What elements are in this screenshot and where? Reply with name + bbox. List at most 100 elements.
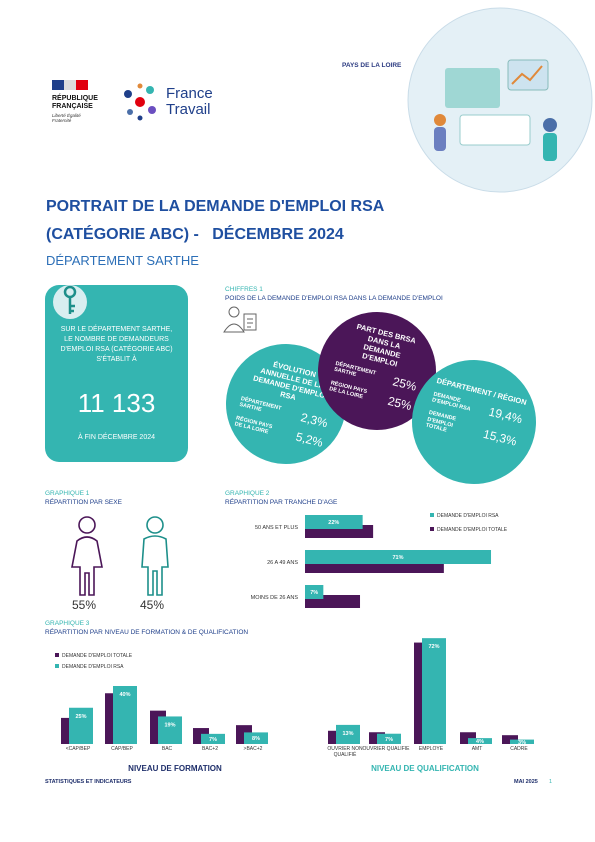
row-label: RÉGION PAYS DE LA LOIRE [233,414,274,436]
category-label: BAC+2 [202,746,218,752]
logo-dot [137,83,143,89]
flag-blue [52,80,64,90]
bar [460,732,476,744]
category-label-box: <CAP/BEP [65,746,91,752]
legend-swatch [55,664,59,668]
logo-dot [148,106,156,114]
category-label: BAC [161,746,173,752]
illustration-person [434,114,446,126]
women-share: 55% [72,598,97,612]
category-label: <CAP/BEP [65,746,91,752]
category-label-box: OUVRIER QUALIFIÉ [362,746,410,752]
bar [510,739,534,744]
category-label: AMT [471,746,483,752]
logo-dot [127,109,133,115]
age-chart: 50 ANS ET PLUS 26 A 49 ANS MOINS DE 26 ANS… [251,513,508,608]
value-label: 71% [393,555,404,561]
category-label: EMPLOYÉ [418,746,444,752]
logo-dot [137,115,143,121]
category-label: OUVRIER NON QUALIFIÉ [327,746,363,758]
sexe-icons [71,516,169,596]
category-label: 26 A 49 ANS [267,560,298,566]
value-label: 22% [328,520,339,526]
value-label: 72% [428,644,439,650]
value-label: 7% [209,737,217,743]
illustration-screen [507,59,549,91]
chiffres-icon [223,306,257,333]
formation-chart: 25% 40% 19% 7% 8% <CAP/BEP CAP/BEP BAC BAC+2 >BAC… [55,653,268,773]
row-label: DEMANDE D'EMPLOI TOTALE [425,409,457,434]
key-figure-text: SUR LE DÉPARTEMENT SARTHE, LE NOMBRE DE … [60,326,173,363]
category-label-box: CAP/BEP [111,746,133,752]
row-value: 19,4% [487,404,524,427]
category-label-box: OUVRIER NON QUALIFIÉ [327,746,363,758]
bar [305,550,492,564]
bar [201,733,225,744]
value-label: 25% [75,714,86,720]
chart-title: RÉPARTITION PAR NIVEAU DE FORMATION & DE… [45,629,249,636]
category-label: >BAC+2 [243,746,263,752]
sexe-title: RÉPARTITION PAR SEXE [45,499,122,506]
category-label: CAP/BEP [111,746,133,752]
footer-page: 1 [549,779,553,785]
bar [158,716,182,744]
icon-head [228,306,240,318]
illustration-line [511,65,543,85]
devise: Liberté Égalité Fraternité [52,113,81,123]
marianne-logo [52,80,88,90]
footer-left: STATISTIQUES ET INDICATEURS [45,779,132,785]
row-value: 15,3% [481,426,519,449]
row-value: 5,2% [294,429,325,450]
row-label: RÉGION PAYS DE LA LOIRE [328,379,368,401]
title-line1: PORTRAIT DE LA DEMANDE D'EMPLOI RSA [46,198,385,215]
region: PAYS DE LA LOIRE [342,62,402,69]
key-icon-shaft [68,297,75,314]
category-label-box: CADRE [510,746,528,752]
qualification-chart: 13% 7% 72% 4% 3% OUVRIER NON QUALIFIÉOUVRIER … [327,638,534,773]
bar [468,738,492,744]
bar [502,735,518,744]
legend-label: DEMANDE D'EMPLOI RSA [437,513,499,519]
bar [113,686,137,744]
category-label-box: BAC+2 [202,746,218,752]
subtitle: DÉPARTEMENT SARTHE [46,253,199,268]
category-label: OUVRIER QUALIFIÉ [362,746,410,752]
x-axis-title: NIVEAU DE QUALIFICATION [371,764,479,773]
footer-date: MAI 2025 [514,779,538,785]
illustration-person [543,133,557,161]
illustration [407,7,593,193]
category-label: MOINS DE 26 ANS [251,595,299,601]
icon-lines [247,318,253,328]
illustration-person [543,118,557,132]
chart-label: GRAPHIQUE 3 [45,620,90,627]
republique: RÉPUBLIQUE FRANÇAISE [52,95,98,110]
chiffres-title: POIDS DE LA DEMANDE D'EMPLOI RSA DANS LA… [225,295,443,302]
bar [244,732,268,744]
illustration-board [459,114,531,146]
bar [305,585,324,599]
value-label: 40% [119,692,130,698]
category-label-box: >BAC+2 [243,746,263,752]
value-label: 7% [310,590,318,596]
icon-clipboard [243,313,257,331]
man-icon [141,516,169,596]
value-label: 3% [518,740,526,746]
category-label-box: EMPLOYÉ [418,746,444,752]
row-value: 25% [386,393,414,414]
value-label: 19% [164,722,175,728]
logo-dot [124,90,132,98]
chart-label: GRAPHIQUE 2 [225,490,270,497]
legend-label: DEMANDE D'EMPLOI TOTALE [437,527,508,533]
category-label: CADRE [510,746,528,752]
category-label-box: BAC [161,746,173,752]
bar [422,638,446,744]
bar [336,724,360,744]
legend-label: DEMANDE D'EMPLOI TOTALE [62,653,133,659]
flag-red [76,80,88,90]
france-travail-logo [124,83,156,121]
flag-white [64,80,76,90]
row-value: 2,3% [299,410,330,431]
key-figure-date: À FIN DÉCEMBRE 2024 [77,434,156,441]
legend-label: DEMANDE D'EMPLOI RSA [62,664,124,670]
